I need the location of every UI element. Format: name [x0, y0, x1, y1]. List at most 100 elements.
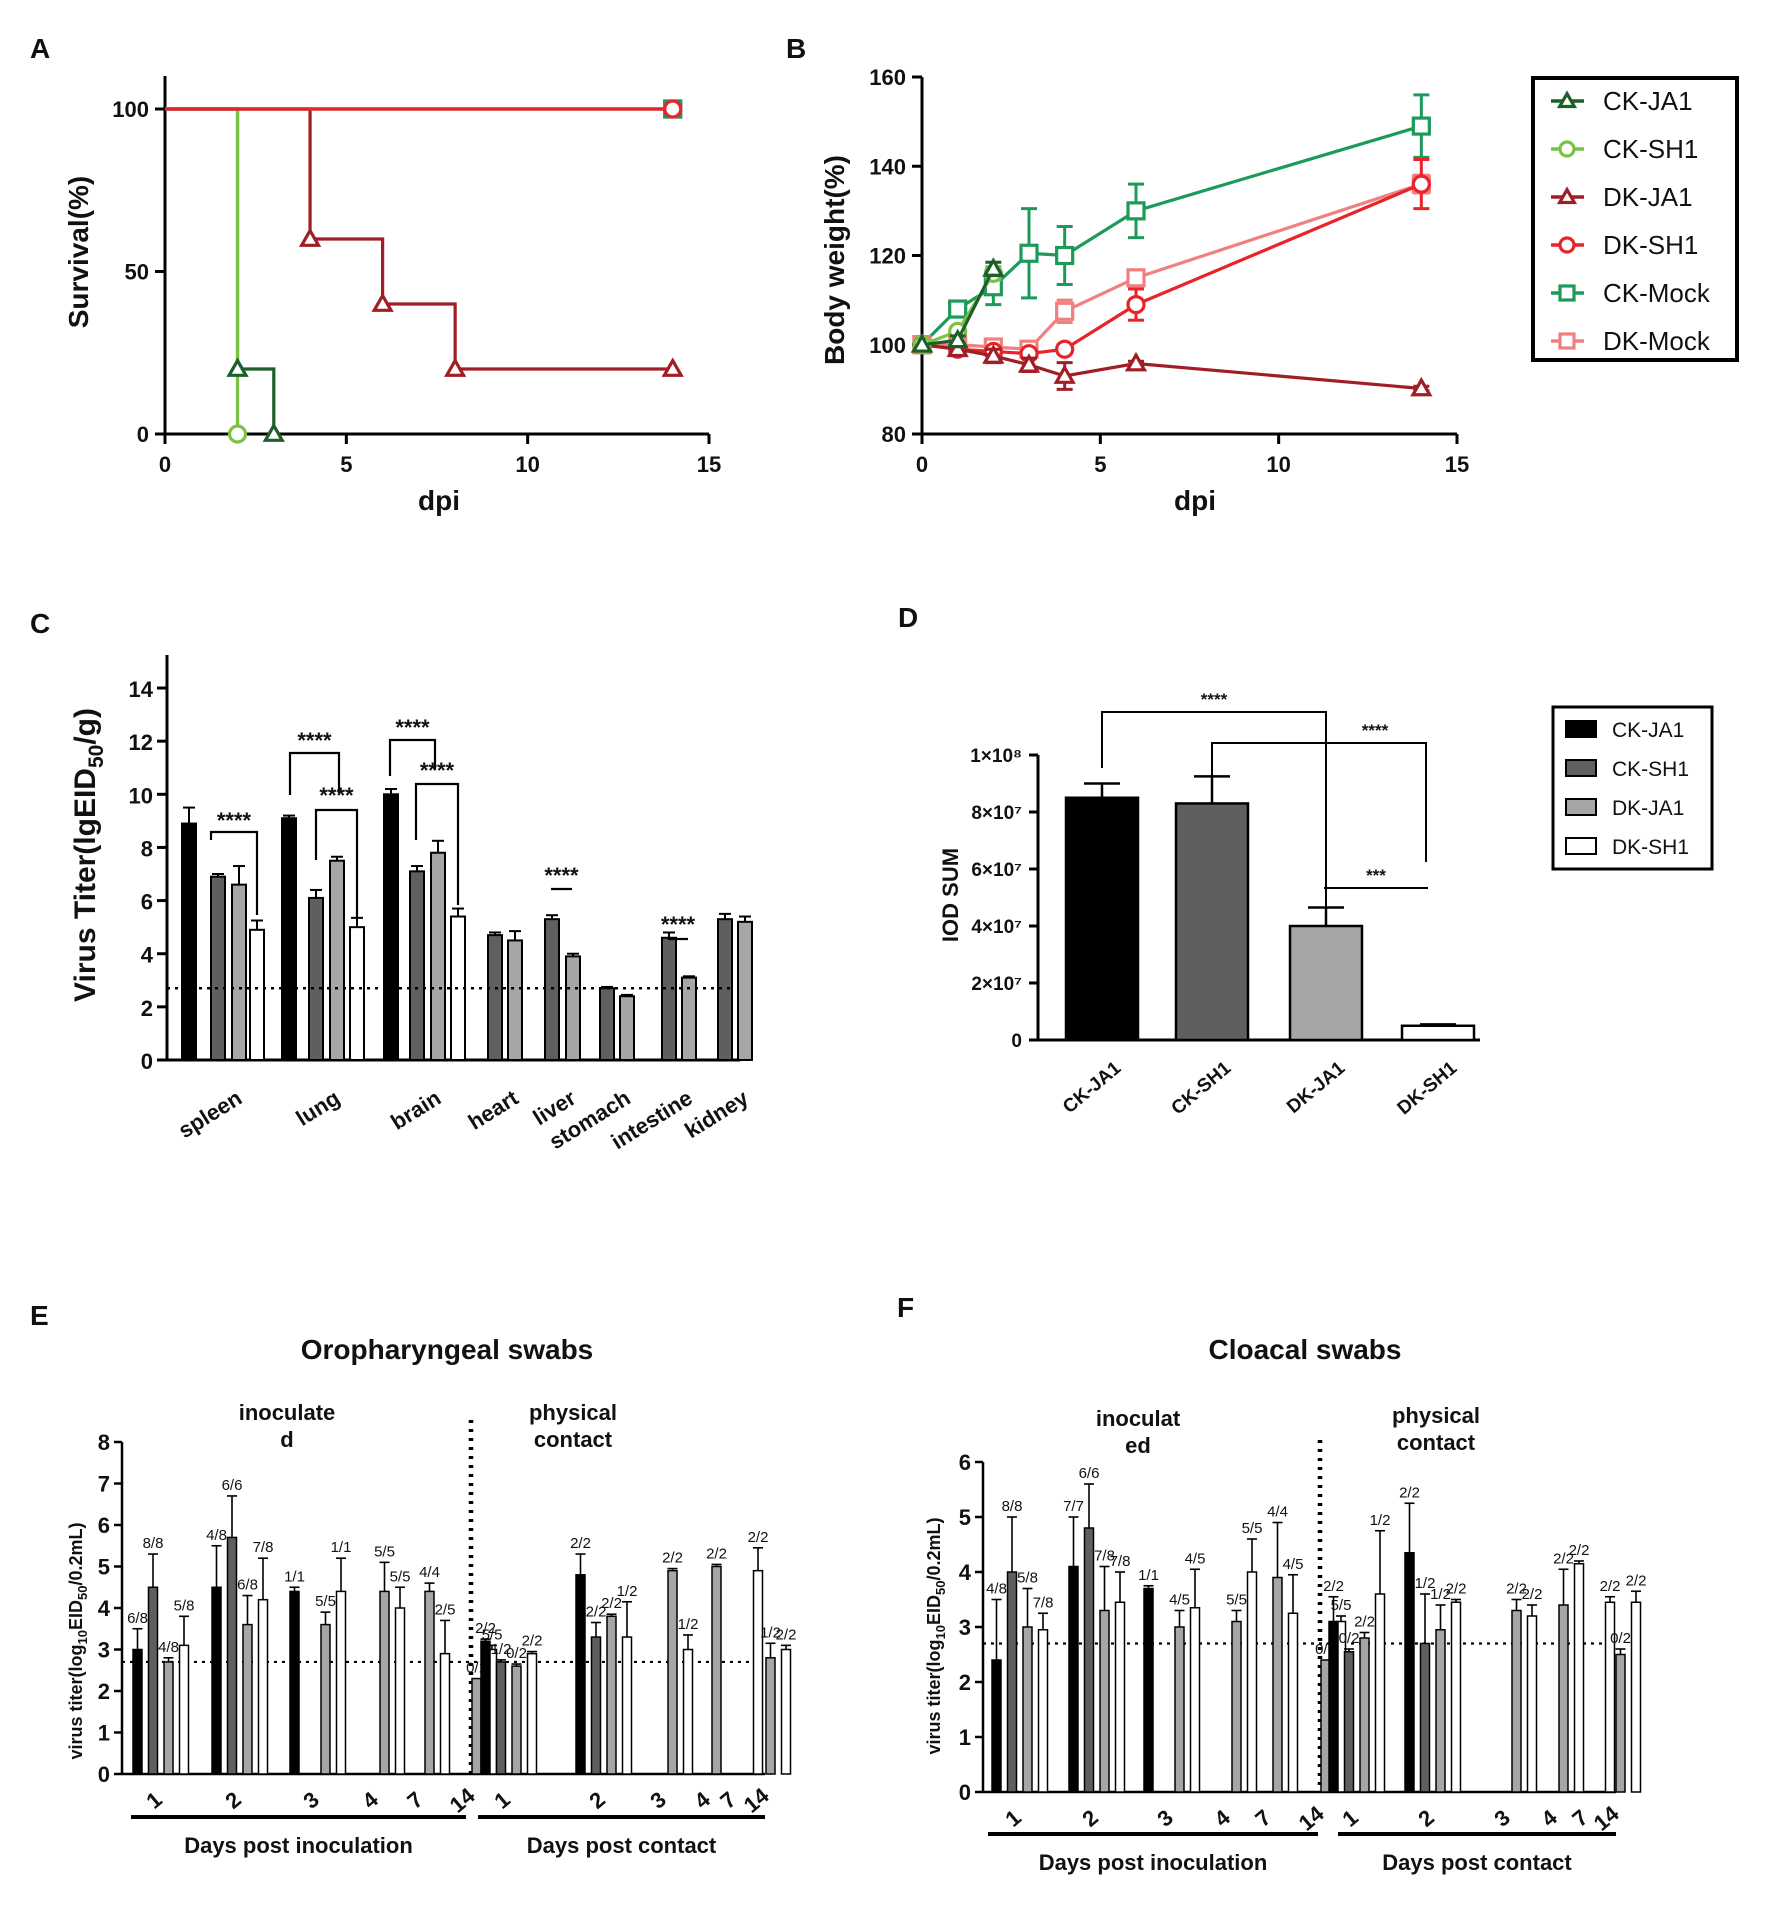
- e-bar-positive-ratio: 7/8: [253, 1539, 274, 1556]
- panel-e-marks: 0123456786/88/84/85/84/86/66/87/81/15/51…: [98, 1400, 797, 1858]
- b-ytick-label: 80: [882, 422, 906, 447]
- f-bar: [1526, 1615, 1538, 1793]
- f-day-label: 3: [1152, 1805, 1177, 1832]
- f-ytick-label: 5: [959, 1505, 971, 1530]
- panel-b: B 80 100 120 140 160 0 5 10 15 dpi Body weight(%…: [786, 33, 1469, 516]
- legend-cd-label-dk-sh1: DK-SH1: [1612, 836, 1689, 859]
- e-bar: [257, 1598, 269, 1775]
- legend-ab-label-dk-ja1: DK-JA1: [1603, 182, 1693, 212]
- e-ytick-label: 8: [98, 1430, 110, 1455]
- c-bar-ck-ja1: [383, 793, 399, 1061]
- e-bar: [511, 1665, 522, 1775]
- c-bar-ck-sh1: [409, 870, 425, 1062]
- c-category-label-kidney: kidney: [680, 1085, 753, 1144]
- e-bar: [211, 1586, 222, 1775]
- f-bar: [1037, 1629, 1049, 1793]
- legend-cd-swatch-ck-sh1: [1565, 759, 1597, 777]
- b-point-dk-ja1: [1053, 364, 1076, 384]
- b-ytick-label: 100: [869, 333, 906, 358]
- b-point-ck-mock: [1126, 201, 1146, 221]
- legend-cd-swatch-dk-sh1: [1565, 837, 1597, 855]
- f-day-label: 1: [1337, 1805, 1362, 1832]
- e-section-label-left-line1: inoculate: [239, 1400, 336, 1425]
- e-bar: [711, 1565, 722, 1775]
- c-bar-dk-sh1: [249, 928, 265, 1061]
- f-bar-positive-ratio: 5/5: [1226, 1592, 1247, 1609]
- f-day-label: 2: [1077, 1805, 1102, 1832]
- e-bar: [439, 1652, 451, 1775]
- e-bar-positive-ratio: 1/1: [284, 1568, 305, 1585]
- legend-ab-marker-dk-sh1: [1558, 236, 1576, 254]
- f-bar: [1328, 1620, 1339, 1793]
- e-bar: [394, 1607, 406, 1775]
- e-bar: [178, 1644, 190, 1775]
- b-point-ck-ja1: [946, 328, 969, 349]
- a-series-line-ck-sh1: [165, 107, 240, 434]
- panel-f: F Cloacal swabs 01234564/88/85/87/87/76/…: [897, 1292, 1646, 1875]
- f-ytick-label: 3: [959, 1615, 971, 1640]
- f-section-label-left-line1: inoculat: [1096, 1406, 1181, 1431]
- f-bar-positive-ratio: 2/2: [1323, 1578, 1344, 1595]
- e-bar: [132, 1648, 143, 1775]
- e-bar-positive-ratio: 2/2: [475, 1620, 496, 1637]
- a-point-dk-ja1: [371, 292, 394, 312]
- panel-d-marks: 0 2×10⁷ 4×10⁷ 6×10⁷ 8×10⁷ 1×10⁸ CK-JA1 CK-SH1 DK…: [970, 690, 1480, 1119]
- panel-letter-f: F: [897, 1292, 914, 1323]
- legend-ab-label-ck-mock: CK-Mock: [1603, 278, 1711, 308]
- d-significance-bracket: [1211, 742, 1427, 862]
- f-bar-positive-ratio: 2/2: [1522, 1586, 1543, 1603]
- e-day-label: 1: [141, 1787, 166, 1814]
- f-bar: [1272, 1576, 1283, 1793]
- c-bar-ck-sh1: [487, 934, 503, 1061]
- f-day-label: 14: [1294, 1800, 1329, 1835]
- e-bar: [163, 1661, 174, 1775]
- b-point-dk-sh1: [1126, 294, 1146, 315]
- f-bar-positive-ratio: 0/2: [1339, 1630, 1360, 1647]
- c-category-label-heart: heart: [464, 1085, 523, 1135]
- e-bar: [780, 1648, 792, 1775]
- f-day-label: 3: [1489, 1805, 1514, 1832]
- d-ytick-label: 6×10⁷: [971, 860, 1022, 881]
- e-day-label: 2: [584, 1787, 609, 1814]
- f-day-label: 14: [1589, 1800, 1624, 1835]
- a-ytick-label: 100: [112, 97, 149, 122]
- a-xtick-label: 5: [340, 452, 352, 477]
- c-bar-dk-ja1: [329, 859, 345, 1061]
- e-bar: [590, 1636, 602, 1775]
- f-bar: [1573, 1563, 1585, 1793]
- e-bar-positive-ratio: 5/8: [174, 1597, 195, 1614]
- e-bar-positive-ratio: 2/2: [570, 1535, 591, 1552]
- e-bar-positive-ratio: 6/8: [127, 1610, 148, 1627]
- c-bar-dk-ja1: [565, 955, 581, 1062]
- panel-e-ylabel: virus titer(log10EID50/0.2mL): [66, 1523, 90, 1760]
- a-point-dk-sh1: [663, 99, 683, 119]
- e-bar-positive-ratio: 2/2: [706, 1545, 727, 1562]
- e-bar-positive-ratio: 1/2: [760, 1624, 781, 1641]
- e-ytick-label: 6: [98, 1513, 110, 1538]
- e-bar-positive-ratio: 0/2: [506, 1645, 527, 1662]
- f-bar-positive-ratio: 5/5: [1331, 1597, 1352, 1614]
- panel-a-ylabel: Survival(%): [63, 176, 94, 329]
- c-bar-dk-sh1: [349, 926, 365, 1062]
- e-bar-positive-ratio: 2/2: [586, 1604, 607, 1621]
- legend-cd-swatch-dk-ja1: [1565, 798, 1597, 816]
- f-bar: [1630, 1601, 1642, 1793]
- f-bar: [1450, 1601, 1462, 1793]
- a-point-dk-ja1: [298, 227, 322, 247]
- c-bar-dk-ja1: [231, 883, 247, 1061]
- f-bar-positive-ratio: 1/2: [1370, 1512, 1391, 1529]
- legend-ab-marker-ck-ja1: [1556, 90, 1578, 109]
- c-significance-label: ****: [661, 912, 696, 937]
- f-ytick-label: 2: [959, 1670, 971, 1695]
- e-day-label: 3: [298, 1787, 323, 1814]
- a-ytick-label: 50: [125, 260, 149, 285]
- d-ytick-label: 1×10⁸: [970, 746, 1022, 767]
- f-bar: [1006, 1571, 1018, 1793]
- legend-cd: CK-JA1 CK-SH1 DK-JA1 DK-SH1: [1551, 705, 1714, 871]
- b-point-dk-mock: [1055, 301, 1075, 321]
- panel-b-ylabel: Body weight(%): [819, 155, 850, 365]
- f-bar: [991, 1659, 1002, 1793]
- e-bar-positive-ratio: 6/6: [222, 1477, 243, 1494]
